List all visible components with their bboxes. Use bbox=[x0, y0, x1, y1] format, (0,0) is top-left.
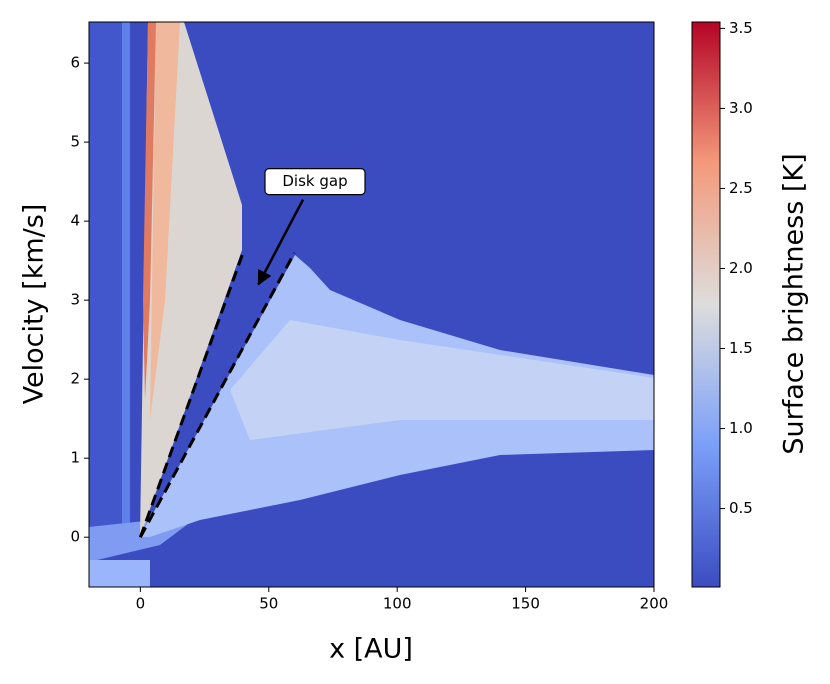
heatmap bbox=[89, 22, 654, 587]
colorbar bbox=[691, 21, 721, 588]
colorbar-tick-label: 3.5 bbox=[729, 19, 753, 37]
x-tick-label: 0 bbox=[136, 595, 146, 613]
colorbar-tick-label: 1.0 bbox=[729, 419, 753, 437]
y-tick-label: 5 bbox=[70, 133, 80, 151]
colorbar-label: Surface brightness [K] bbox=[779, 153, 810, 454]
colorbar-tick-label: 2.5 bbox=[729, 179, 753, 197]
annotation-arrow bbox=[257, 199, 305, 286]
x-tick-label: 100 bbox=[383, 595, 412, 613]
x-tick-label: 150 bbox=[511, 595, 540, 613]
x-axis-label: x [AU] bbox=[329, 634, 413, 665]
heatmap-region bbox=[143, 22, 156, 400]
colorbar-tick-label: 0.5 bbox=[729, 499, 753, 517]
heatmap-region bbox=[122, 22, 130, 537]
heatmap-region bbox=[89, 560, 150, 587]
colorbar-tick-label: 3.0 bbox=[729, 99, 753, 117]
colorbar-tick-label: 2.0 bbox=[729, 259, 753, 277]
dashed-line bbox=[139, 252, 296, 538]
y-tick-label: 4 bbox=[70, 212, 80, 230]
colorbar-tick-label: 1.5 bbox=[729, 339, 753, 357]
y-axis-label: Velocity [km/s] bbox=[19, 204, 50, 405]
x-tick-label: 50 bbox=[259, 595, 278, 613]
plot-frame bbox=[88, 21, 655, 588]
y-tick-label: 6 bbox=[70, 54, 80, 72]
annotation-box bbox=[264, 168, 366, 196]
y-tick-label: 1 bbox=[70, 449, 80, 467]
heatmap-region bbox=[150, 22, 180, 420]
y-tick-label: 0 bbox=[70, 528, 80, 546]
heatmap-region bbox=[89, 22, 122, 542]
heatmap-region bbox=[230, 320, 654, 440]
y-tick-label: 3 bbox=[70, 291, 80, 309]
annotation-text: Disk gap bbox=[282, 172, 347, 190]
y-tick-label: 2 bbox=[70, 370, 80, 388]
x-tick-label: 200 bbox=[640, 595, 669, 613]
